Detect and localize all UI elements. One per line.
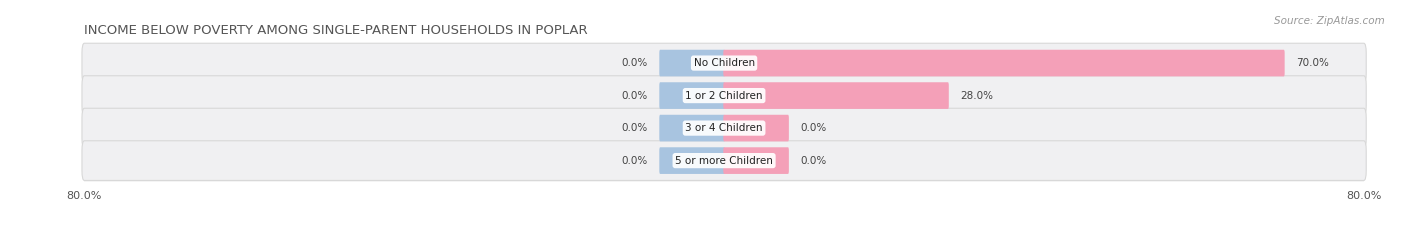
Text: 1 or 2 Children: 1 or 2 Children — [685, 91, 763, 101]
FancyBboxPatch shape — [723, 115, 789, 141]
Text: 70.0%: 70.0% — [1296, 58, 1329, 68]
Text: 0.0%: 0.0% — [800, 123, 827, 133]
FancyBboxPatch shape — [723, 50, 1285, 76]
FancyBboxPatch shape — [659, 147, 725, 174]
FancyBboxPatch shape — [659, 82, 725, 109]
Text: No Children: No Children — [693, 58, 755, 68]
Text: 0.0%: 0.0% — [621, 156, 648, 166]
FancyBboxPatch shape — [82, 141, 1367, 180]
Text: 0.0%: 0.0% — [621, 91, 648, 101]
FancyBboxPatch shape — [659, 115, 725, 141]
Text: Source: ZipAtlas.com: Source: ZipAtlas.com — [1274, 16, 1385, 26]
Text: 28.0%: 28.0% — [960, 91, 993, 101]
Text: 0.0%: 0.0% — [621, 123, 648, 133]
FancyBboxPatch shape — [659, 50, 725, 76]
Text: 5 or more Children: 5 or more Children — [675, 156, 773, 166]
Text: 0.0%: 0.0% — [800, 156, 827, 166]
Text: INCOME BELOW POVERTY AMONG SINGLE-PARENT HOUSEHOLDS IN POPLAR: INCOME BELOW POVERTY AMONG SINGLE-PARENT… — [84, 24, 588, 37]
FancyBboxPatch shape — [723, 147, 789, 174]
FancyBboxPatch shape — [82, 108, 1367, 148]
FancyBboxPatch shape — [82, 76, 1367, 115]
FancyBboxPatch shape — [82, 43, 1367, 83]
Text: 0.0%: 0.0% — [621, 58, 648, 68]
Text: 3 or 4 Children: 3 or 4 Children — [685, 123, 763, 133]
FancyBboxPatch shape — [723, 82, 949, 109]
